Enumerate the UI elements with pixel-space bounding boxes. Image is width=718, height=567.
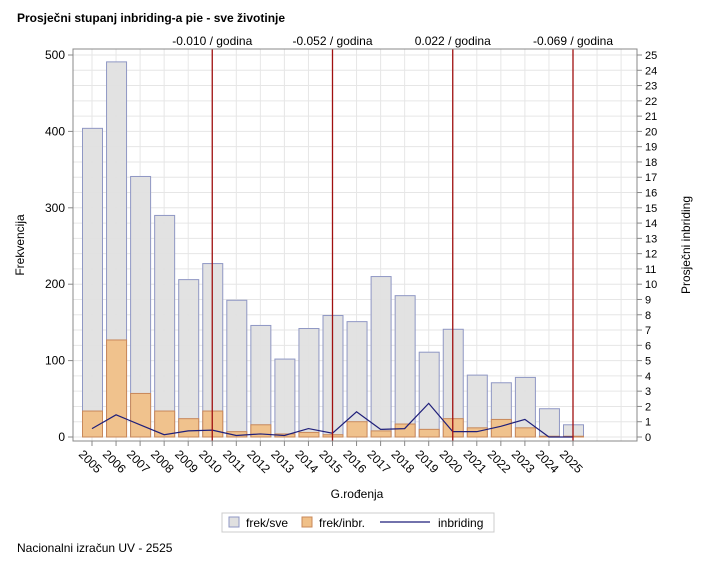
bar-freksve-2013 (274, 358, 296, 438)
bar-frekinbr-2018 (394, 423, 416, 438)
legend-label-frek-inbr: frek/inbr. (319, 516, 365, 530)
y2-tick-label: 9 (645, 294, 651, 306)
y-tick-label: 0 (58, 430, 65, 444)
bar-freksve-2014 (298, 328, 320, 438)
x-tick-label: 2014 (292, 447, 321, 476)
y2-tick-label: 11 (645, 264, 656, 276)
y2-tick-label: 13 (645, 233, 657, 245)
y2-tick-label: 17 (645, 172, 657, 184)
x-tick-label: 2012 (244, 447, 273, 476)
y2-axis-label: Prosječni inbriding (679, 196, 693, 294)
bar-frekinbr-2006 (106, 339, 128, 438)
x-tick-label: 2011 (220, 447, 248, 475)
reference-label-2015: -0.052 / godina (292, 34, 372, 48)
x-tick-label: 2007 (124, 447, 153, 476)
x-tick-label: 2020 (437, 447, 466, 476)
bar-frekinbr-2021 (466, 427, 488, 438)
reference-label-2010: -0.010 / godina (172, 34, 252, 48)
y2-tick-label: 19 (645, 142, 657, 154)
y2-tick-label: 5 (645, 356, 651, 368)
y-tick-label: 200 (45, 277, 65, 291)
y2-tick-label: 20 (645, 126, 657, 138)
bar-frekinbr-2008 (154, 410, 176, 438)
y2-tick-label: 3 (645, 386, 651, 398)
bar-frekinbr-2019 (418, 428, 440, 438)
y2-tick-label: 14 (645, 218, 657, 230)
x-tick-label: 2010 (196, 447, 225, 476)
x-tick-label: 2024 (533, 447, 562, 476)
y2-tick-label: 15 (645, 203, 657, 215)
legend (221, 512, 495, 533)
bar-frekinbr-2012 (250, 424, 272, 438)
legend-swatch-frek-sve (228, 516, 240, 528)
y2-tick-label: 25 (645, 50, 657, 62)
y2-tick-label: 16 (645, 188, 657, 200)
y2-tick-label: 1 (645, 417, 651, 429)
x-tick-label: 2019 (413, 447, 442, 476)
bar-frekinbr-2005 (82, 410, 103, 438)
reference-label-2020: 0.022 / godina (415, 34, 491, 48)
y2-tick-label: 21 (645, 111, 657, 123)
y2-tick-label: 0 (645, 432, 651, 444)
bar-frekinbr-2023 (514, 427, 536, 438)
y2-tick-label: 24 (645, 65, 657, 77)
bar-freksve-2016 (346, 321, 368, 438)
y2-tick-label: 18 (645, 157, 657, 169)
y2-tick-label: 2 (645, 401, 651, 413)
y2-tick-label: 7 (645, 325, 651, 337)
y2-tick-label: 12 (645, 249, 657, 261)
x-tick-label: 2006 (100, 447, 129, 476)
bar-frekinbr-2007 (130, 392, 152, 438)
y2-tick-label: 10 (645, 279, 657, 291)
y-tick-label: 400 (45, 124, 65, 138)
bar-freksve-2011 (226, 299, 248, 438)
bar-freksve-2017 (370, 276, 392, 438)
plot-frame (72, 48, 638, 442)
x-tick-label: 2017 (364, 447, 393, 476)
y2-tick-label: 4 (645, 371, 651, 383)
x-tick-label: 2023 (509, 447, 538, 476)
y2-tick-label: 6 (645, 340, 651, 352)
bar-frekinbr-2009 (178, 418, 200, 438)
legend-label-inbriding: inbriding (438, 516, 483, 530)
bar-frekinbr-2014 (298, 431, 320, 438)
y-tick-label: 100 (45, 354, 65, 368)
bar-freksve-2012 (250, 324, 272, 438)
y-axis-label: Frekvencija (13, 214, 27, 276)
x-tick-label: 2005 (76, 447, 105, 476)
footer-note: Nacionalni izračun UV - 2525 (17, 541, 173, 555)
y-tick-label: 500 (45, 48, 65, 62)
x-tick-label: 2022 (485, 447, 514, 476)
x-tick-label: 2016 (340, 447, 369, 476)
x-tick-label: 2013 (268, 447, 297, 476)
y2-tick-label: 8 (645, 310, 651, 322)
reference-label-2025: -0.069 / godina (533, 34, 613, 48)
x-tick-label: 2009 (172, 447, 201, 476)
bar-freksve-2018 (394, 295, 416, 438)
bar-freksve-2009 (178, 279, 200, 438)
bar-frekinbr-2016 (346, 421, 368, 438)
bar-freksve-2008 (154, 214, 176, 438)
x-tick-label: 2018 (389, 447, 418, 476)
chart-title: Prosječni stupanj inbriding-a pie - sve … (17, 11, 286, 25)
bar-freksve-2019 (418, 351, 440, 438)
legend-swatch-frek-inbr (301, 516, 313, 528)
legend-label-frek-sve: frek/sve (246, 516, 288, 530)
bar-frekinbr-2017 (370, 430, 392, 438)
y-tick-label: 300 (45, 201, 65, 215)
y2-tick-label: 22 (645, 96, 657, 108)
y2-tick-label: 23 (645, 81, 657, 93)
x-tick-label: 2025 (557, 447, 586, 476)
x-tick-label: 2021 (461, 447, 490, 476)
x-axis-label: G.rođenja (331, 487, 384, 501)
bar-freksve-2005 (82, 127, 103, 438)
x-tick-label: 2015 (316, 447, 345, 476)
x-tick-label: 2008 (148, 447, 177, 476)
